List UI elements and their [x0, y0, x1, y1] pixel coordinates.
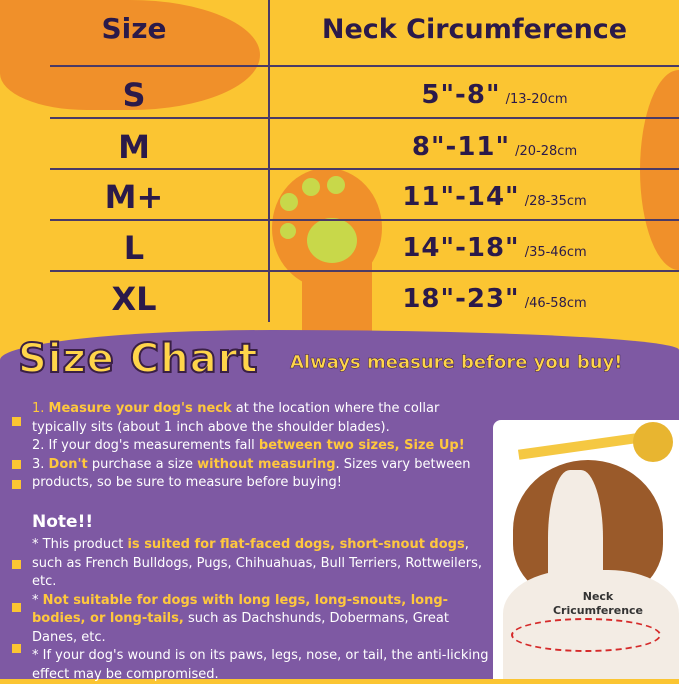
neck-range: 8"-11" /20-28cm — [411, 132, 578, 162]
neck-range: 14"-18" /35-46cm — [402, 233, 587, 263]
header-size: Size — [101, 12, 167, 45]
note-3: * If your dog's wound is on its paws, le… — [32, 648, 489, 682]
neck-range: 18"-23" /46-58cm — [402, 284, 587, 314]
note-1: * This product is suited for flat-faced … — [32, 537, 483, 589]
notes: * This product is suited for flat-faced … — [32, 536, 492, 684]
size-label: L — [123, 229, 145, 267]
neck-range: 5"-8" /13-20cm — [421, 80, 568, 110]
note-2: * Not suitable for dogs with long legs, … — [32, 592, 449, 645]
note-title: Note!! — [32, 512, 94, 532]
neck-range: 11"-14" /28-35cm — [402, 182, 587, 212]
divider — [268, 0, 270, 322]
neck-label: Neck Cricumference — [552, 590, 644, 617]
size-label: XL — [111, 280, 157, 318]
step-2: 2. If your dog's measurements fall betwe… — [32, 438, 465, 453]
step-1: 1. Measure your dog's neck at the locati… — [32, 401, 440, 435]
size-label: M — [118, 128, 150, 166]
neck-dashed-circle — [511, 618, 661, 652]
step-3: 3. Don't purchase a size without measuri… — [32, 456, 471, 491]
instructions: 1. Measure your dog's neck at the locati… — [32, 400, 492, 493]
title: Size Chart — [17, 335, 259, 383]
header-neck: Neck Circumference — [321, 14, 628, 45]
size-label: M+ — [104, 178, 164, 216]
dog-photo: Neck Cricumference — [493, 420, 679, 679]
decor-blob — [0, 0, 260, 110]
size-label: S — [122, 76, 146, 114]
paw-pad-icon — [307, 218, 357, 263]
tape-roll — [633, 422, 673, 462]
tagline: Always measure before you buy! — [290, 352, 623, 374]
